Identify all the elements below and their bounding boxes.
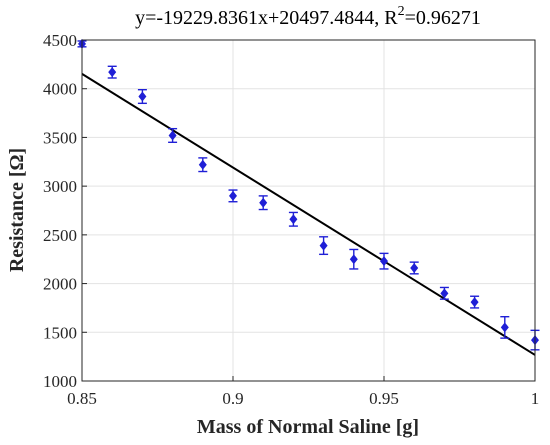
x-tick-labels: 0.85 0.9 0.95 1 bbox=[67, 376, 539, 408]
data-point bbox=[470, 297, 479, 308]
x-tick-label: 0.85 bbox=[67, 389, 97, 408]
y-tick-label: 2500 bbox=[43, 226, 77, 245]
data-point bbox=[289, 214, 298, 225]
y-tick-labels: 1000 1500 2000 2500 3000 3500 4000 4500 bbox=[43, 31, 87, 391]
x-tick-label: 1 bbox=[531, 389, 540, 408]
grid bbox=[81, 39, 536, 382]
y-tick-label: 4000 bbox=[43, 80, 77, 99]
y-axis-label: Resistance [Ω] bbox=[6, 148, 28, 272]
chart-title: y=-19229.8361x+20497.4844, R2=0.96271 bbox=[135, 4, 481, 29]
y-tick-label: 4500 bbox=[43, 31, 77, 50]
x-tick-label: 0.95 bbox=[369, 389, 399, 408]
chart-title-superscript: 2 bbox=[398, 4, 405, 19]
chart-title-tail: =0.96271 bbox=[405, 7, 481, 29]
data-point bbox=[349, 254, 358, 265]
y-tick-label: 3000 bbox=[43, 177, 77, 196]
data-point bbox=[259, 197, 268, 208]
data-point bbox=[138, 91, 147, 102]
data-point bbox=[380, 256, 388, 267]
y-tick-label: 1500 bbox=[43, 323, 77, 342]
y-tick-label: 3500 bbox=[43, 128, 77, 147]
y-tick-label: 2000 bbox=[43, 275, 77, 294]
data-point bbox=[500, 322, 509, 333]
data-point bbox=[440, 288, 449, 299]
y-tick-label: 1000 bbox=[43, 372, 77, 391]
data-point bbox=[108, 67, 117, 78]
data-point bbox=[410, 262, 419, 273]
fit-line-layer bbox=[81, 73, 536, 356]
data-point bbox=[319, 240, 328, 251]
x-axis-label: Mass of Normal Saline [g] bbox=[197, 416, 419, 438]
data-point bbox=[229, 190, 237, 201]
data-point bbox=[168, 130, 177, 141]
fit-line bbox=[81, 73, 536, 356]
data-point bbox=[198, 159, 207, 170]
error-bars bbox=[77, 40, 540, 351]
x-tick-label: 0.9 bbox=[222, 389, 243, 408]
plot-frame bbox=[81, 39, 536, 382]
data-points bbox=[78, 38, 539, 346]
